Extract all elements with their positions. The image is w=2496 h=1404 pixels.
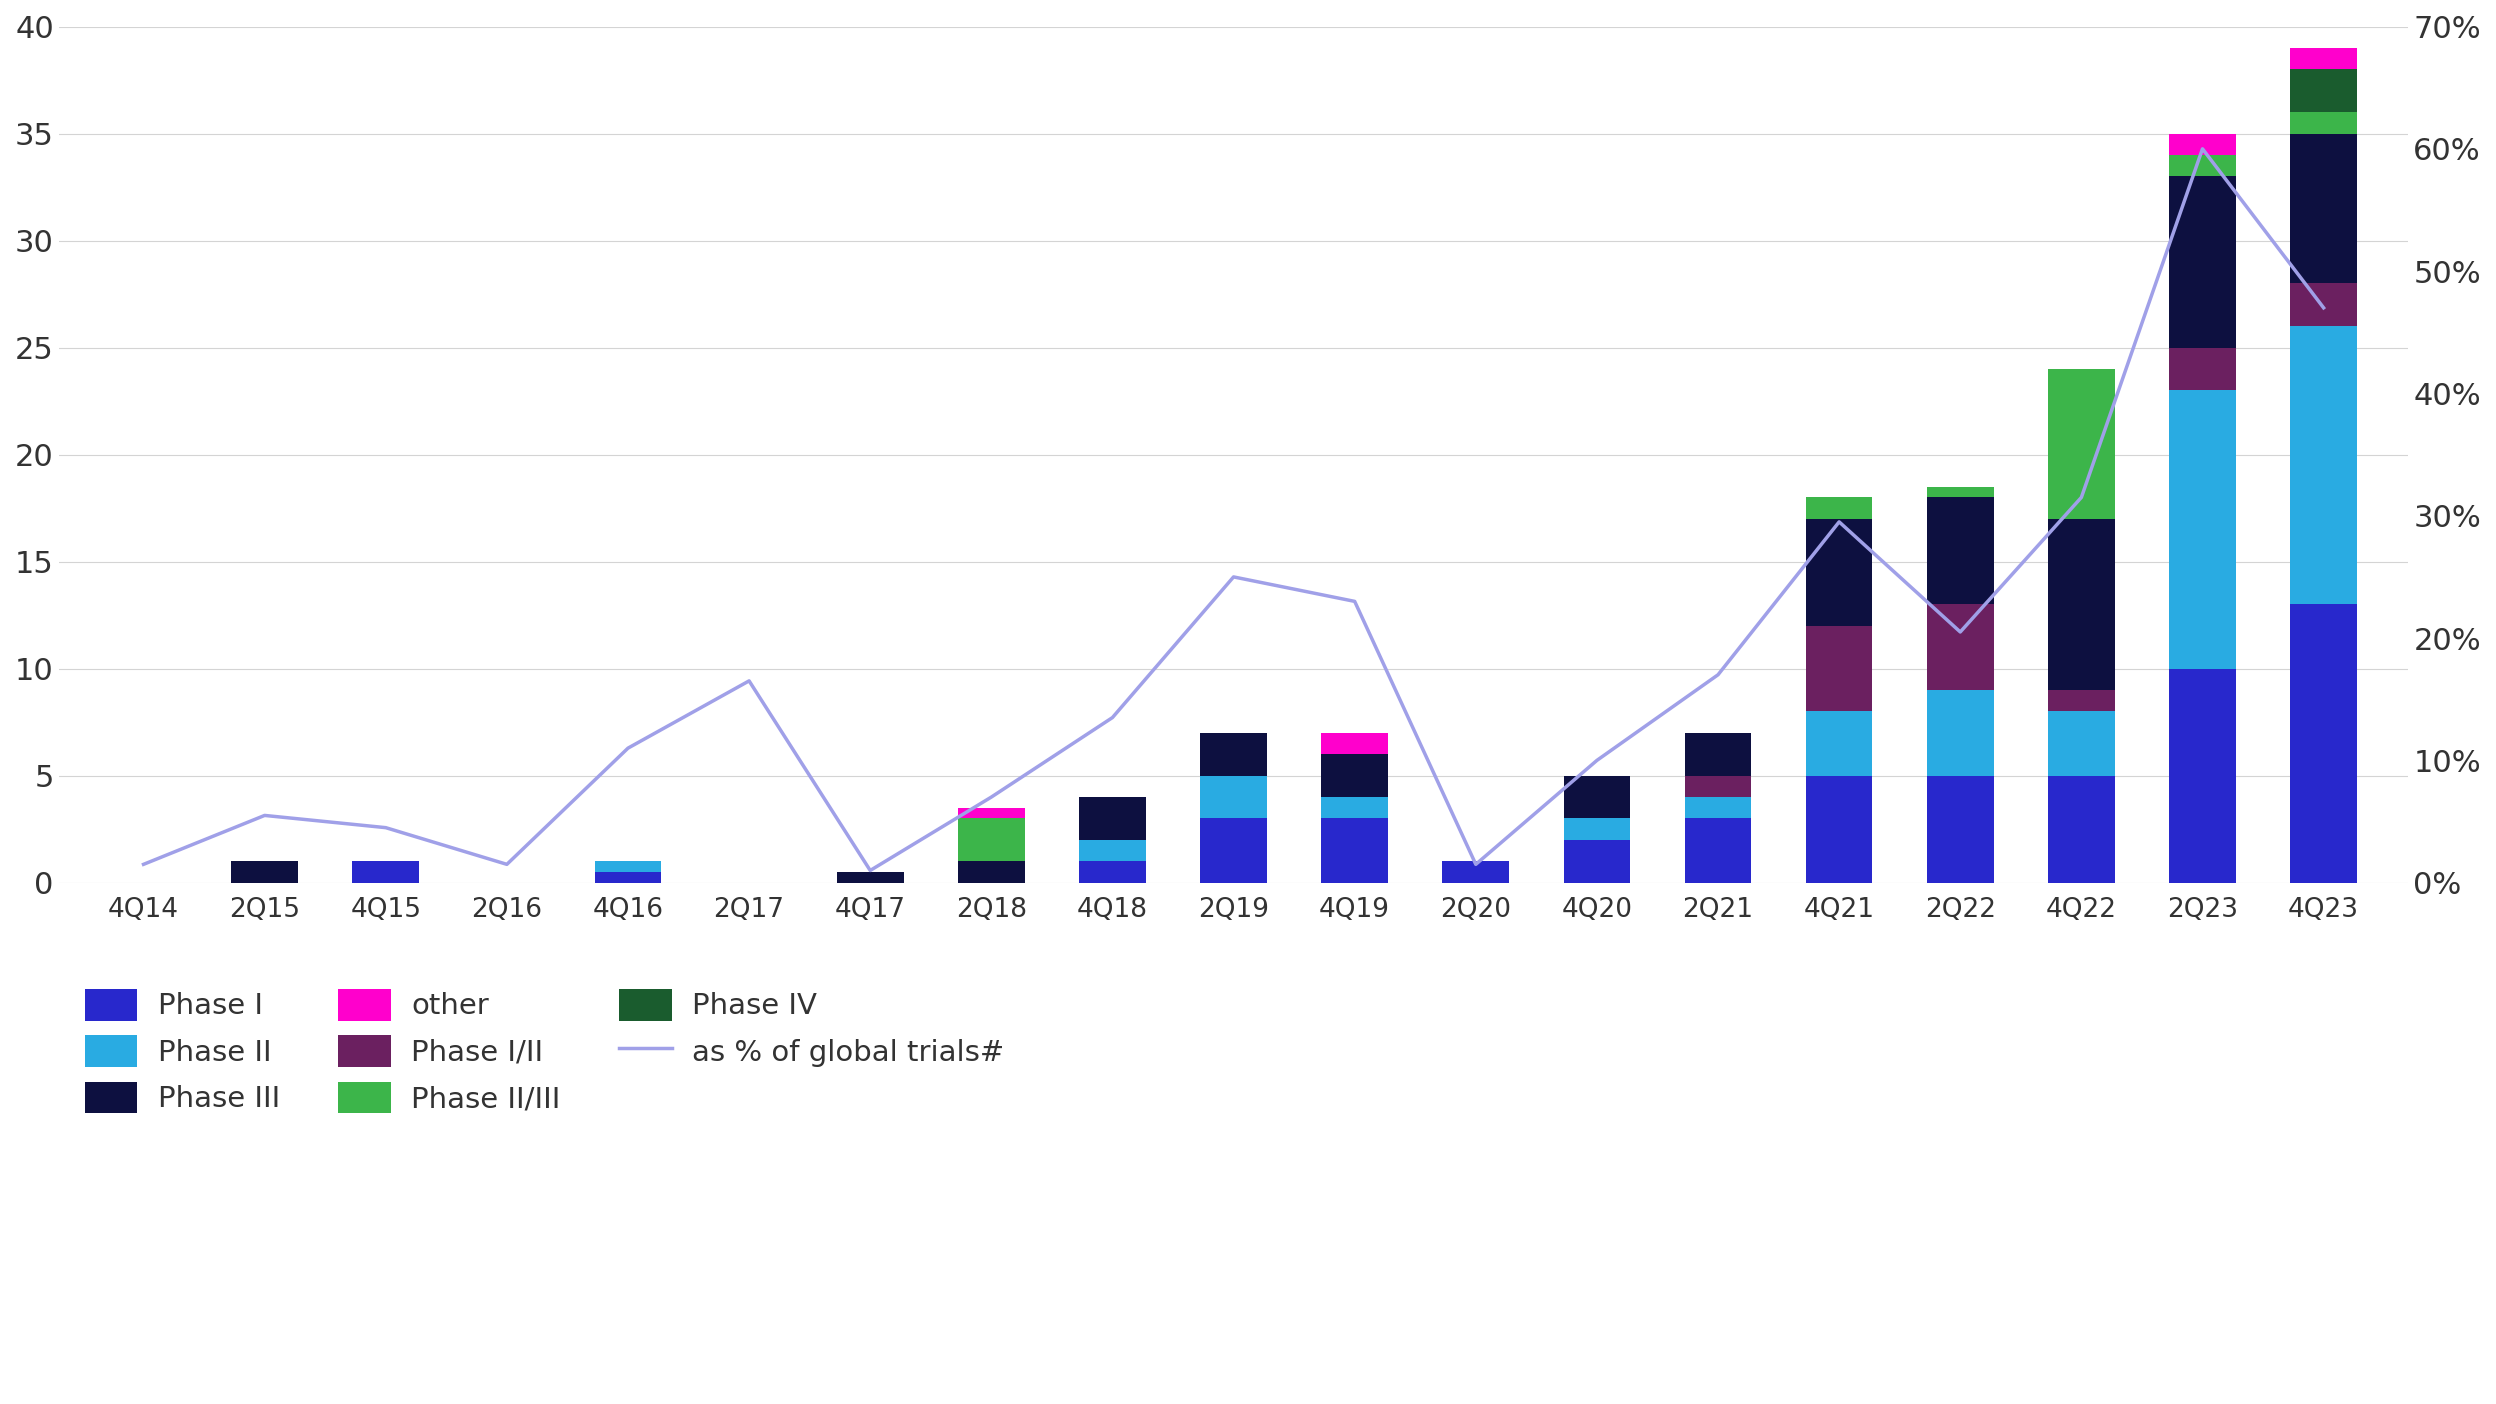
Bar (836, 872, 904, 883)
Bar (2291, 284, 2356, 326)
Bar (1805, 497, 1872, 519)
Bar (1685, 733, 1752, 775)
Bar (1805, 519, 1872, 626)
Bar (2169, 390, 2236, 668)
Bar (2049, 369, 2114, 519)
Bar (1927, 775, 1994, 883)
Bar (2049, 689, 2114, 712)
Bar (1805, 626, 1872, 712)
Bar (2049, 775, 2114, 883)
Bar (1201, 775, 1268, 819)
Bar (232, 861, 297, 883)
Bar (1320, 754, 1388, 797)
Bar (2291, 112, 2356, 133)
Bar (1443, 861, 1510, 883)
Bar (2049, 519, 2114, 689)
Bar (1927, 605, 1994, 689)
Bar (594, 861, 661, 872)
Bar (2291, 69, 2356, 112)
Bar (2291, 133, 2356, 284)
Bar (1078, 861, 1146, 883)
Bar (2291, 48, 2356, 69)
Bar (1078, 840, 1146, 861)
Bar (958, 807, 1026, 819)
Bar (1805, 775, 1872, 883)
Bar (2169, 177, 2236, 348)
Bar (1927, 487, 1994, 497)
Bar (1685, 775, 1752, 797)
Bar (2169, 154, 2236, 177)
Bar (2291, 605, 2356, 883)
Bar (1927, 689, 1994, 775)
Legend: Phase I, Phase II, Phase III, other, Phase I/II, Phase II/III, Phase IV, as % of: Phase I, Phase II, Phase III, other, Pha… (72, 977, 1016, 1125)
Bar (2169, 668, 2236, 883)
Bar (1078, 797, 1146, 840)
Bar (1320, 797, 1388, 819)
Bar (1805, 712, 1872, 775)
Bar (1562, 840, 1630, 883)
Bar (1320, 819, 1388, 883)
Bar (1685, 819, 1752, 883)
Bar (1320, 733, 1388, 754)
Bar (2049, 712, 2114, 775)
Bar (2169, 133, 2236, 154)
Bar (594, 872, 661, 883)
Bar (1562, 819, 1630, 840)
Bar (2169, 348, 2236, 390)
Bar (1562, 775, 1630, 819)
Bar (1685, 797, 1752, 819)
Bar (1927, 497, 1994, 605)
Bar (1201, 733, 1268, 775)
Bar (2291, 326, 2356, 605)
Bar (958, 819, 1026, 861)
Bar (352, 861, 419, 883)
Bar (1201, 819, 1268, 883)
Bar (958, 861, 1026, 883)
